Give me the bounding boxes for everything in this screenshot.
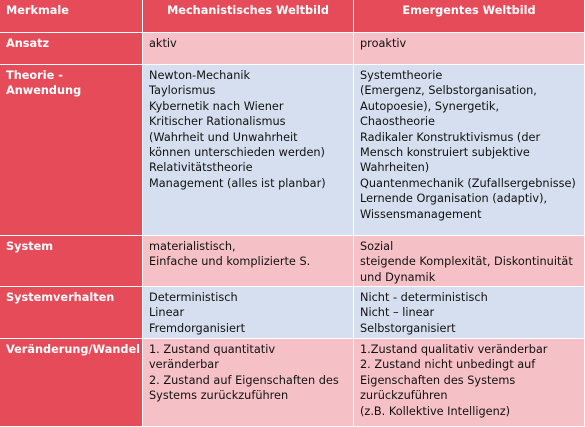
data-cell: 1. Zustand quantitativ veränderbar 2. Zust…	[143, 339, 353, 426]
cell-line: (Emergenz, Selbstorganisation,	[360, 84, 537, 98]
row-label-cell: Veränderung/Wandel	[0, 339, 142, 426]
cell-line: Quantenmechanik (Zufallsergebnisse)	[360, 176, 576, 190]
cell-line: Wahrheiten)	[360, 161, 430, 175]
data-cell: proaktiv	[354, 33, 584, 64]
data-cell: Nicht - deterministisch Nicht – linear Sel…	[354, 287, 584, 338]
cell-line: veränderbar	[149, 358, 219, 372]
cell-line: Newton-Mechanik	[149, 69, 251, 82]
header-text: Emergentes Weltbild	[402, 4, 536, 17]
cell-line: steigende Komplexität, Diskontinuität	[360, 255, 573, 269]
row-label: Veränderung/Wandel	[6, 343, 140, 356]
header-cell: Merkmale	[0, 0, 142, 32]
data-cell: Systemtheorie (Emergenz, Selbstorganisati…	[354, 65, 584, 235]
cell-line: Autopoesie), Synergetik,	[360, 99, 500, 113]
cell-line: aktiv	[149, 37, 177, 50]
data-cell: aktiv	[143, 33, 353, 64]
header-text: Merkmale	[6, 4, 69, 17]
cell-line: Sozial	[360, 240, 394, 253]
cell-line: Chaostheorie	[360, 115, 435, 129]
cell-line: Relativitätstheorie	[149, 161, 253, 175]
cell-line: Selbstorganisiert	[360, 321, 456, 335]
cell-line: Wissensmanagement	[360, 207, 482, 221]
cell-line: Deterministisch	[149, 291, 238, 304]
header-text: Mechanistisches Weltbild	[167, 4, 329, 17]
cell-line: Fremdorganisiert	[149, 321, 245, 335]
cell-line: Mensch konstruiert subjektive	[360, 146, 530, 160]
cell-line: Linear	[149, 306, 185, 320]
cell-line: und Dynamik	[360, 270, 436, 284]
cell-line: Nicht - deterministisch	[360, 291, 488, 304]
cell-line: Radikaler Konstruktivismus (der	[360, 130, 541, 144]
data-cell: materialistisch, Einfache und kompliziert…	[143, 236, 353, 286]
cell-line: können unterschieden werden)	[149, 146, 325, 160]
cell-line: materialistisch,	[149, 240, 236, 253]
data-cell: Newton-Mechanik Taylorismus Kybernetik nac…	[143, 65, 353, 235]
cell-line: Kybernetik nach Wiener	[149, 99, 284, 113]
data-cell: Deterministisch Linear Fremdorganisiert	[143, 287, 353, 338]
row-label: Ansatz	[6, 37, 50, 50]
cell-line: Eigenschaften des Systems	[360, 373, 516, 387]
row-label-cell: Systemverhalten	[0, 287, 142, 338]
data-cell: 1.Zustand qualitativ veränderbar 2. Zusta…	[354, 339, 584, 426]
cell-line: Systems zurückzuführen	[149, 389, 289, 403]
cell-line: proaktiv	[360, 37, 407, 50]
row-label: Systemverhalten	[6, 291, 115, 304]
cell-line: 1.Zustand qualitativ veränderbar	[360, 343, 548, 356]
cell-line: Nicht – linear	[360, 306, 435, 320]
cell-line: 2. Zustand nicht unbedingt auf	[360, 358, 536, 372]
cell-line: 1. Zustand quantitativ	[149, 343, 276, 356]
row-label: Theorie -	[6, 69, 63, 82]
header-cell: Mechanistisches Weltbild	[143, 0, 353, 32]
cell-line: Lernende Organisation (adaptiv),	[360, 192, 548, 206]
cell-line: Management (alles ist planbar)	[149, 176, 326, 190]
row-label: System	[6, 240, 54, 253]
cell-line: Einfache und komplizierte S.	[149, 255, 311, 269]
cell-line: Kritischer Rationalismus	[149, 115, 286, 129]
cell-line: (z.B. Kollektive Intelligenz)	[360, 404, 511, 418]
cell-line: Taylorismus	[149, 84, 216, 98]
row-label: Anwendung	[6, 84, 82, 98]
row-label-cell: Theorie - Anwendung	[0, 65, 142, 235]
row-label-cell: System	[0, 236, 142, 286]
cell-line: 2. Zustand auf Eigenschaften des	[149, 373, 339, 387]
cell-line: zurückzuführen	[360, 389, 448, 403]
cell-line: (Wahrheit und Unwahrheit	[149, 130, 298, 144]
row-label-cell: Ansatz	[0, 33, 142, 64]
header-cell: Emergentes Weltbild	[354, 0, 584, 32]
cell-line: Systemtheorie	[360, 69, 443, 82]
data-cell: Sozial steigende Komplexität, Diskontinui…	[354, 236, 584, 286]
